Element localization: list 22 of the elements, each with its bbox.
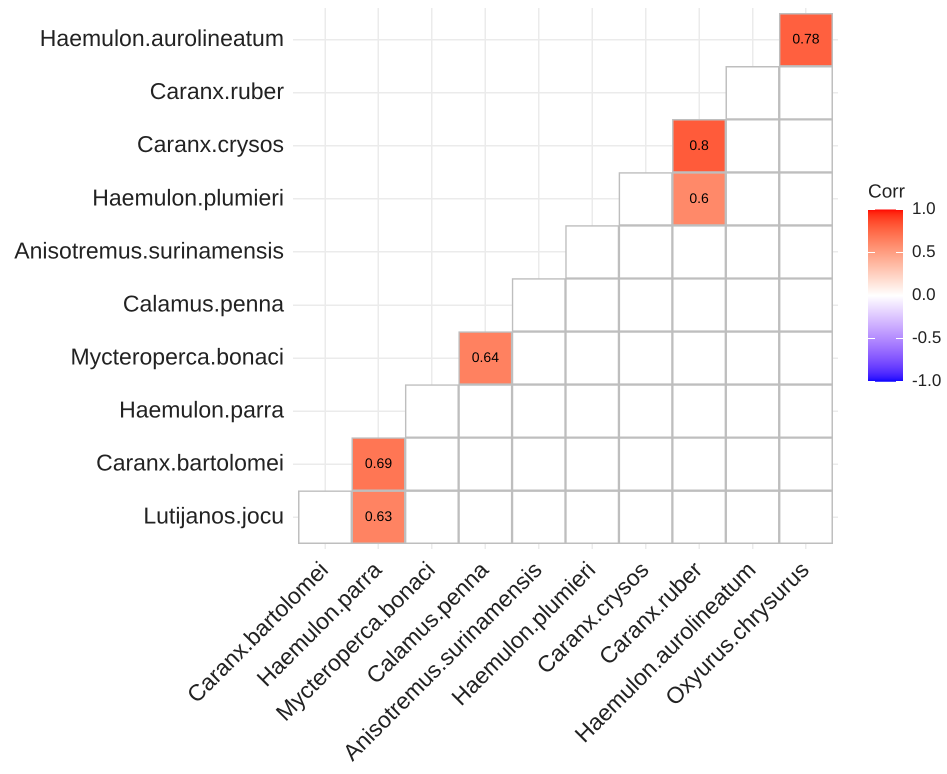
color-bar-label: 0.0 bbox=[912, 285, 936, 304]
y-tick-label: Caranx.ruber bbox=[150, 78, 284, 104]
data-label: 0.69 bbox=[364, 454, 392, 471]
color-bar-title: Corr bbox=[868, 182, 906, 202]
y-tick-label: Caranx.bartolomei bbox=[96, 449, 284, 476]
data-label: 0.6 bbox=[689, 190, 710, 206]
y-tick-label: Haemulon.aurolineatum bbox=[40, 25, 284, 52]
y-tick-label: Anisotremus.surinamensis bbox=[14, 237, 284, 264]
color-bar-label: -0.5 bbox=[912, 328, 942, 348]
color-bar-label: -1.0 bbox=[912, 371, 942, 390]
y-tick-label: Lutijanos.jocu bbox=[143, 502, 284, 529]
y-tick-label: Haemulon.plumieri bbox=[92, 184, 284, 210]
y-tick-label: Caranx.crysos bbox=[137, 131, 284, 158]
y-tick-label: Calamus.penna bbox=[122, 290, 284, 316]
color-bar-label: 0.5 bbox=[912, 242, 936, 262]
data-label: 0.64 bbox=[472, 348, 500, 365]
y-tick-label: Mycteroperca.bonaci bbox=[70, 343, 284, 370]
data-label: 0.8 bbox=[689, 136, 710, 153]
color-bar-label: 1.0 bbox=[912, 199, 936, 218]
data-label: 0.78 bbox=[792, 30, 820, 47]
data-label: 0.63 bbox=[364, 508, 392, 524]
y-tick-label: Haemulon.parra bbox=[119, 396, 284, 422]
